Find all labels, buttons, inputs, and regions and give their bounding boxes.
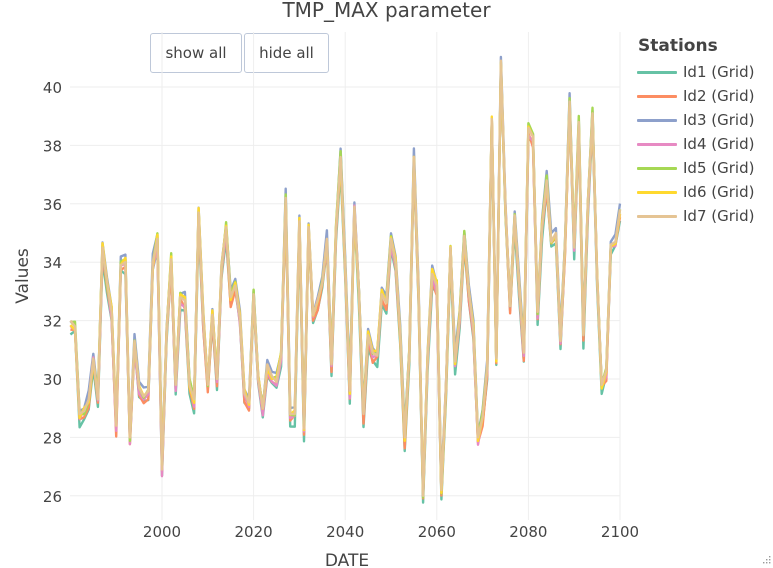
line-swatch-icon <box>637 166 677 170</box>
chart-title: TMP_MAX parameter <box>282 0 491 22</box>
y-axis-label: Values <box>13 248 33 304</box>
series-line[interactable] <box>69 59 622 497</box>
y-tick-label: 40 <box>43 79 62 97</box>
legend-title: Stations <box>638 36 718 56</box>
line-swatch-icon <box>637 190 677 194</box>
show-all-button[interactable]: show all <box>150 33 242 73</box>
x-tick-label: 2060 <box>418 523 456 541</box>
x-axis-ticks: 2000 2020 2040 2060 2080 2100 <box>143 523 639 541</box>
x-tick-label: 2040 <box>326 523 364 541</box>
data-lines <box>69 55 622 504</box>
resize-grip-icon[interactable] <box>759 554 771 566</box>
y-axis-ticks: 26 28 30 32 34 36 38 40 <box>43 79 62 506</box>
legend-item-id1[interactable]: Id1 (Grid) <box>634 60 754 84</box>
x-axis-label: DATE <box>325 551 369 568</box>
legend-item-id6[interactable]: Id6 (Grid) <box>634 180 754 204</box>
y-tick-label: 38 <box>43 137 62 155</box>
legend-item-id4[interactable]: Id4 (Grid) <box>634 132 754 156</box>
y-tick-label: 26 <box>43 488 62 506</box>
line-swatch-icon <box>637 142 677 146</box>
line-swatch-icon <box>637 70 677 74</box>
x-tick-label: 2100 <box>601 523 639 541</box>
x-tick-label: 2000 <box>143 523 181 541</box>
hide-all-button[interactable]: hide all <box>244 33 329 73</box>
legend-item-id2[interactable]: Id2 (Grid) <box>634 84 754 108</box>
x-tick-label: 2080 <box>509 523 547 541</box>
y-tick-label: 36 <box>43 196 62 214</box>
legend-item-id3[interactable]: Id3 (Grid) <box>634 108 754 132</box>
legend: Stations Id1 (Grid) Id2 (Grid) Id3 (Grid… <box>634 36 754 228</box>
y-tick-label: 30 <box>43 371 62 389</box>
line-swatch-icon <box>637 94 677 98</box>
y-tick-label: 32 <box>43 313 62 331</box>
line-swatch-icon <box>637 214 677 218</box>
y-tick-label: 34 <box>43 254 62 272</box>
y-tick-label: 28 <box>43 429 62 447</box>
legend-item-id5[interactable]: Id5 (Grid) <box>634 156 754 180</box>
x-tick-label: 2020 <box>235 523 273 541</box>
line-swatch-icon <box>637 118 677 122</box>
legend-item-id7[interactable]: Id7 (Grid) <box>634 204 754 228</box>
